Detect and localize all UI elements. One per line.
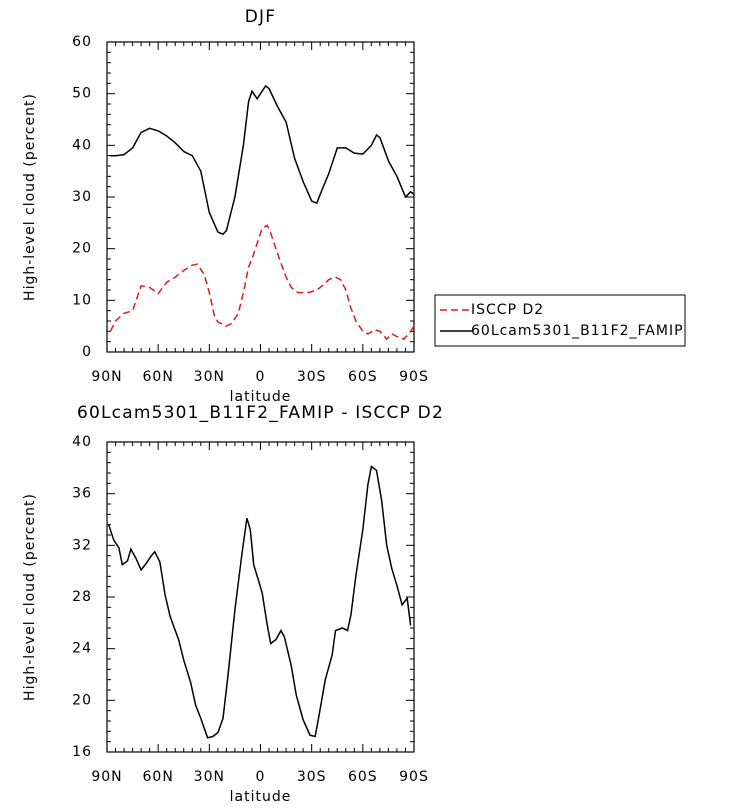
y-axis-label: High-level cloud (percent)	[22, 93, 38, 301]
x-tick-label: 90N	[91, 769, 122, 785]
x-tick-label: 60N	[143, 369, 174, 385]
legend-label: 60Lcam5301_B11F2_FAMIP	[471, 323, 684, 339]
y-tick-label: 28	[72, 589, 92, 605]
data-line	[107, 465, 412, 739]
x-tick-label: 0	[256, 769, 266, 785]
y-tick-label: 40	[72, 434, 92, 450]
y-tick-label: 20	[72, 241, 92, 257]
x-tick-label: 90S	[399, 369, 429, 385]
x-tick-label: 30S	[297, 769, 327, 785]
x-tick-label: 30N	[194, 769, 225, 785]
x-tick-label: 90N	[91, 369, 122, 385]
y-tick-label: 32	[72, 537, 92, 553]
y-tick-label: 16	[72, 744, 92, 760]
y-tick-label: 60	[72, 34, 92, 50]
y-tick-label: 24	[72, 641, 92, 657]
y-tick-label: 0	[82, 344, 92, 360]
plot-frame	[106, 41, 415, 353]
y-axis-label: High-level cloud (percent)	[22, 493, 38, 701]
x-tick-label: 30S	[297, 369, 327, 385]
y-tick-label: 50	[72, 86, 92, 102]
y-tick-label: 10	[72, 292, 92, 308]
x-axis-label: latitude	[230, 789, 292, 805]
x-tick-label: 60S	[348, 369, 378, 385]
legend-box	[434, 294, 686, 347]
x-tick-label: 30N	[194, 369, 225, 385]
x-tick-label: 60N	[143, 769, 174, 785]
y-tick-label: 40	[72, 137, 92, 153]
data-line	[110, 84, 415, 236]
data-line	[109, 224, 415, 341]
chart-title: DJF	[245, 7, 276, 27]
y-tick-label: 20	[72, 692, 92, 708]
x-tick-label: 60S	[348, 769, 378, 785]
x-axis-label: latitude	[230, 389, 292, 405]
y-tick-label: 36	[72, 486, 92, 502]
y-tick-label: 30	[72, 189, 92, 205]
x-tick-label: 90S	[399, 769, 429, 785]
chart-title: 60Lcam5301_B11F2_FAMIP - ISCCP D2	[77, 403, 444, 423]
legend-label: ISCCP D2	[471, 302, 544, 318]
x-tick-label: 0	[256, 369, 266, 385]
